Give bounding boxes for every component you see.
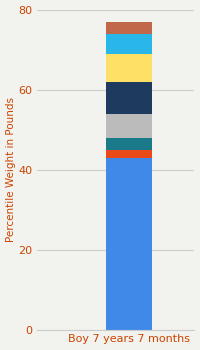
Bar <box>106 82 152 113</box>
Bar <box>106 158 152 330</box>
Bar <box>106 138 152 149</box>
Bar <box>106 149 152 158</box>
Bar <box>106 113 152 138</box>
Y-axis label: Percentile Weight in Pounds: Percentile Weight in Pounds <box>6 97 16 242</box>
Bar <box>106 34 152 54</box>
Bar <box>106 54 152 82</box>
Bar <box>106 22 152 34</box>
